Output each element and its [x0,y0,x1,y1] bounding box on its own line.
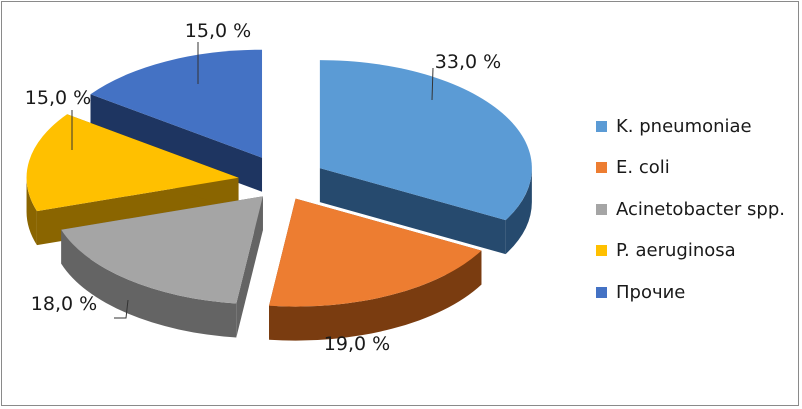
data-label-e-coli: 19,0 % [324,333,390,355]
slice-top-k-pneumoniae [319,60,532,221]
data-label-other: 15,0 % [185,20,251,42]
legend-swatch-other [596,286,607,298]
legend-item-acinetobacter: Acinetobacter spp. [596,198,786,220]
data-label-k-pneumoniae: 33,0 % [435,51,501,73]
legend-swatch-e-coli [596,162,607,173]
legend-swatch-k-pneumoniae [596,120,607,132]
slice-wall-k-pneumoniae-1 [319,168,506,255]
leader-line-k-pneumoniae [431,67,434,101]
slice-top-acinetobacter [61,196,263,304]
slices-layer [26,49,532,341]
legend-label-p-aeruginosa: P. aeruginosa [616,240,736,261]
leader-line-acinetobacter [114,299,129,319]
data-label-p-aeruginosa: 15,0 % [25,87,91,109]
slice-e-coli [269,198,482,341]
legend-label-k-pneumoniae: K. pneumoniae [616,115,752,137]
legend-label-other: Прочие [616,281,686,303]
slice-rim-e-coli [269,250,482,341]
legend-item-k-pneumoniae: K. pneumoniae [596,115,785,137]
legend-label-e-coli: E. coli [616,157,670,178]
slice-rim-acinetobacter [61,229,237,338]
data-labels-layer: 33,0 % 19,0 % 18,0 % 15,0 % 15,0 % [25,20,501,355]
legend-item-other: Прочие [596,281,785,303]
slice-acinetobacter [61,196,263,338]
slice-other [90,49,263,192]
data-label-acinetobacter: 18,0 % [31,293,97,315]
legend-swatch-acinetobacter [596,203,607,215]
slice-top-p-aeruginosa [26,114,239,212]
legend: K. pneumoniae E. coli Acinetobacter spp.… [596,116,785,324]
slice-k-pneumoniae [319,60,532,255]
legend-label-acinetobacter: Acinetobacter spp. [616,198,786,220]
legend-item-p-aeruginosa: P. aeruginosa [596,240,785,261]
slice-wall-acinetobacter-0 [236,196,263,338]
slice-wall-other-0 [90,94,263,192]
legend-swatch-p-aeruginosa [596,245,607,256]
slice-top-other [90,49,263,158]
slice-top-e-coli [269,198,482,307]
legend-item-e-coli: E. coli [596,157,785,178]
slice-rim-k-pneumoniae [505,168,532,255]
